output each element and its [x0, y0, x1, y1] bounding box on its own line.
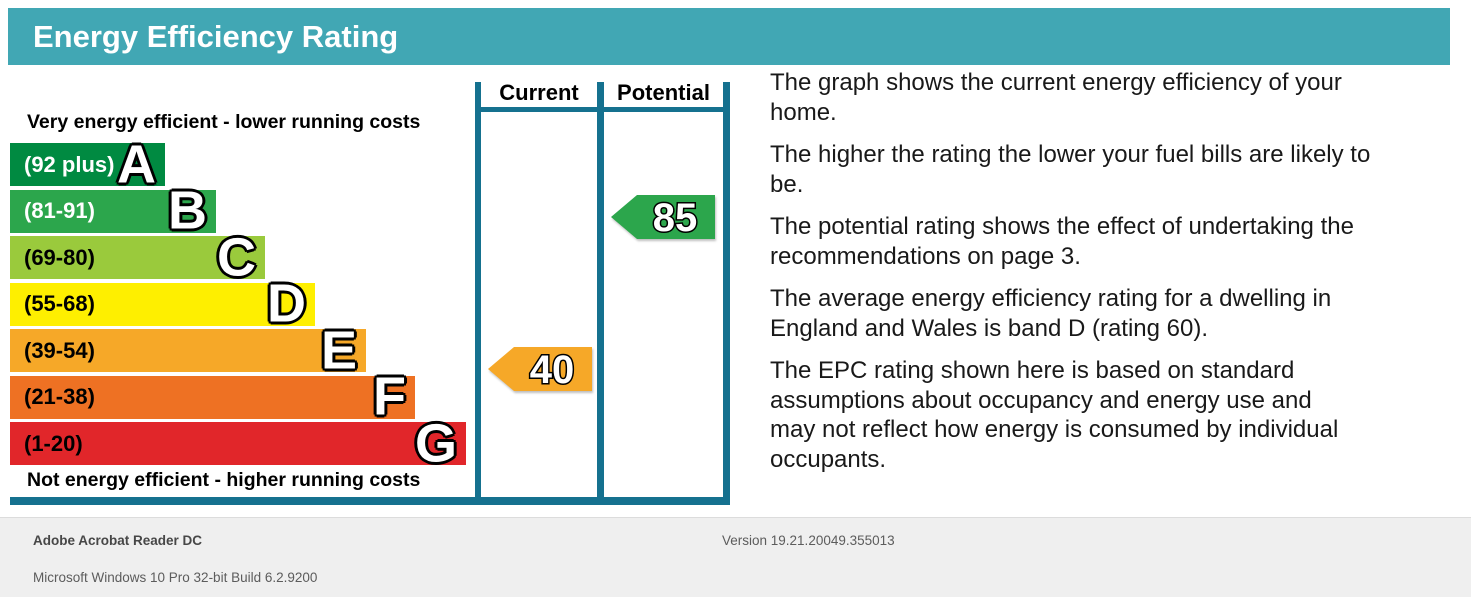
band-letter: A [117, 133, 156, 194]
section-header-bar: Energy Efficiency Rating [8, 8, 1450, 65]
band-row-g: (1-20) G [10, 416, 466, 470]
band-range-label: (39-54) [24, 337, 95, 363]
caption-not-efficient: Not energy efficient - higher running co… [27, 469, 421, 491]
band-row-f: (21-38) F [10, 369, 415, 423]
column-border-right [723, 82, 730, 505]
os-info: Microsoft Windows 10 Pro 32-bit Build 6.… [33, 570, 318, 585]
band-letter: D [267, 273, 306, 334]
chart-bottom-border [10, 497, 730, 505]
band-letter: B [168, 180, 207, 241]
rating-arrow-shape: 85 [611, 194, 715, 241]
band-range-label: (55-68) [24, 291, 95, 316]
band-range-label: (81-91) [24, 198, 95, 223]
band-row-a: (92 plus) A [10, 137, 165, 191]
band-row-d: (55-68) D [10, 276, 315, 330]
band-range-label: (69-80) [24, 244, 95, 270]
description-paragraph: The EPC rating shown here is based on st… [770, 357, 1339, 473]
band-letter: E [320, 319, 357, 380]
description-paragraph: The graph shows the current energy effic… [770, 69, 1342, 126]
band-range-label: (1-20) [24, 430, 83, 456]
app-name: Adobe Acrobat Reader DC [33, 533, 203, 548]
potential-rating-arrow: 85 [611, 194, 715, 241]
description-paragraph: The average energy efficiency rating for… [770, 285, 1332, 342]
column-header-underline [475, 107, 730, 112]
column-border-left [475, 82, 481, 505]
band-letter: F [373, 366, 406, 427]
page-title: Energy Efficiency Rating [33, 19, 399, 54]
description-paragraph: The higher the rating the lower your fue… [770, 141, 1371, 198]
band-row-c: (69-80) C [10, 230, 265, 284]
column-header-current: Current [499, 80, 579, 105]
column-header-potential: Potential [617, 80, 710, 105]
description-paragraph: The potential rating shows the effect of… [770, 213, 1354, 270]
current-rating-arrow: 40 [488, 346, 592, 394]
band-range-label: (21-38) [24, 384, 95, 409]
status-bar: Adobe Acrobat Reader DC Version 19.21.20… [0, 517, 1471, 597]
band-letter: G [414, 412, 457, 473]
description-text: The graph shows the current energy effic… [770, 68, 1465, 487]
band-range-label: (92 plus) [24, 151, 115, 177]
band-row-e: (39-54) E [10, 323, 366, 377]
column-border-middle [597, 82, 604, 505]
svg-text:85: 85 [653, 196, 698, 240]
app-version: Version 19.21.20049.355013 [722, 533, 895, 548]
svg-text:40: 40 [530, 348, 575, 392]
rating-arrow-shape: 40 [488, 347, 592, 394]
band-row-b: (81-91) B [10, 183, 216, 237]
caption-very-efficient: Very energy efficient - lower running co… [27, 111, 421, 133]
band-letter: C [217, 226, 256, 287]
